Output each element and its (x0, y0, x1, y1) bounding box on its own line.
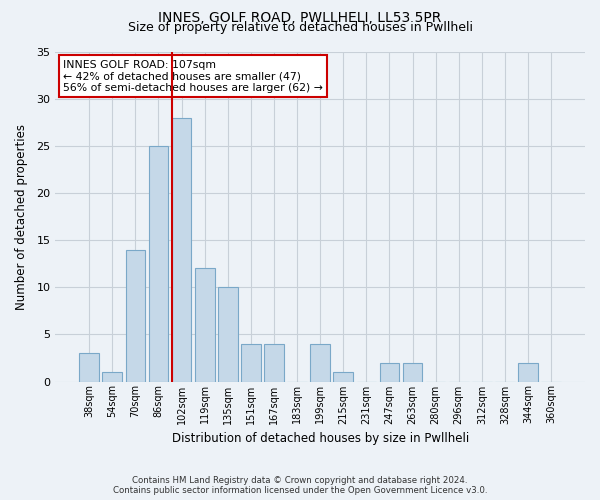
Bar (241, 344, 260, 382)
Bar (518, 362, 538, 382)
Bar (125, 250, 145, 382)
Bar (403, 362, 422, 382)
Text: INNES GOLF ROAD: 107sqm
← 42% of detached houses are smaller (47)
56% of semi-de: INNES GOLF ROAD: 107sqm ← 42% of detache… (63, 60, 323, 93)
Bar (195, 268, 215, 382)
Text: Contains HM Land Registry data © Crown copyright and database right 2024.
Contai: Contains HM Land Registry data © Crown c… (113, 476, 487, 495)
Bar (380, 362, 399, 382)
Text: INNES, GOLF ROAD, PWLLHELI, LL53 5PR: INNES, GOLF ROAD, PWLLHELI, LL53 5PR (158, 11, 442, 25)
Bar (103, 372, 122, 382)
X-axis label: Distribution of detached houses by size in Pwllheli: Distribution of detached houses by size … (172, 432, 469, 445)
Y-axis label: Number of detached properties: Number of detached properties (15, 124, 28, 310)
Text: Size of property relative to detached houses in Pwllheli: Size of property relative to detached ho… (128, 22, 473, 35)
Bar (264, 344, 284, 382)
Bar (310, 344, 330, 382)
Bar (79, 353, 99, 382)
Bar (334, 372, 353, 382)
Bar (149, 146, 169, 382)
Bar (218, 287, 238, 382)
Bar (172, 118, 191, 382)
